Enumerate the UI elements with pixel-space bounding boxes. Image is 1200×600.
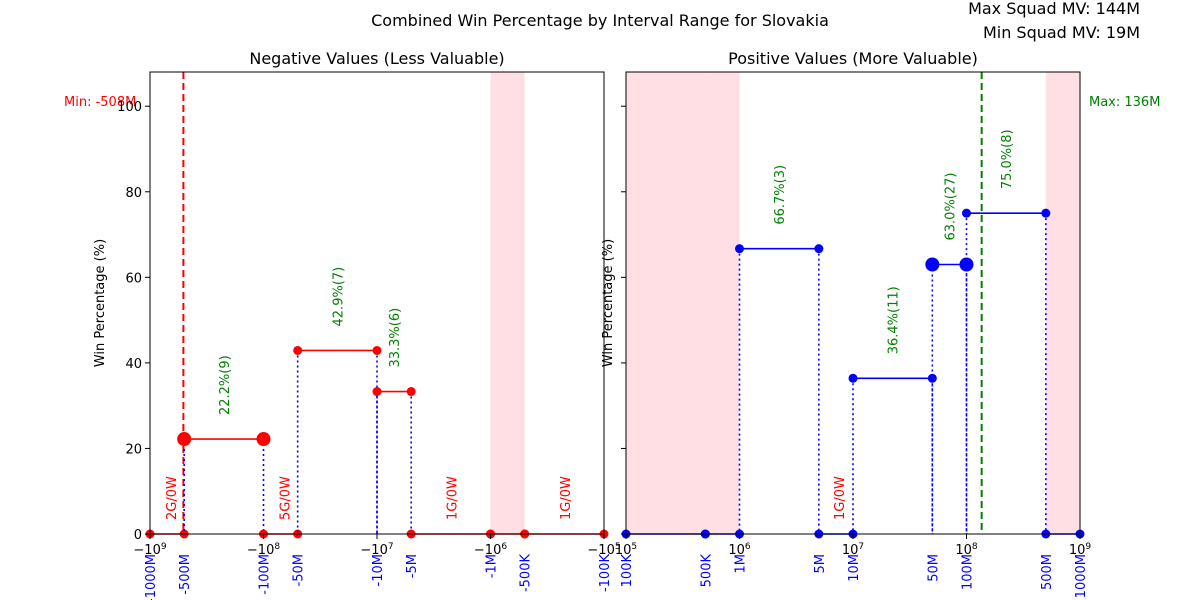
shaded-band-0 — [490, 72, 525, 534]
x-tick-label: −108 — [247, 542, 280, 558]
max-squad-mv: Max Squad MV: 144M — [968, 0, 1140, 18]
interval-label: 500M — [1040, 554, 1055, 590]
shaded-band-1 — [705, 72, 740, 534]
panel-title: Positive Values (More Valuable) — [728, 49, 978, 68]
interval-label: 5M — [813, 554, 828, 574]
y-axis-label: Win Percentage (%) — [93, 239, 108, 367]
data-point — [372, 387, 382, 397]
segment-value-label: 63.0%(27) — [943, 173, 958, 241]
interval-label: -50M — [292, 554, 307, 586]
interval-label: -1000M — [144, 554, 159, 600]
interval-label: 50M — [926, 554, 941, 582]
y-axis-label: Win Percentage (%) — [601, 239, 616, 367]
x-tick-label: −107 — [360, 542, 393, 558]
y-tick-label: 40 — [125, 357, 142, 372]
min-squad-mv: Min Squad MV: 19M — [983, 23, 1140, 42]
interval-label: 10M — [847, 554, 862, 582]
interval-label: 500K — [699, 554, 714, 588]
interval-label: -10M — [371, 554, 386, 586]
data-point — [177, 432, 192, 447]
data-point — [814, 244, 824, 254]
zero-win-label: 1G/0W — [446, 476, 461, 520]
data-point — [735, 244, 744, 254]
zero-win-label: 1G/0W — [559, 476, 574, 520]
positive-values-panel: Max: 136M 66.7%(3) 36.4%(11) 63.0%(27) 75.0%… — [601, 49, 1160, 598]
segment-value-label: 33.3%(6) — [388, 308, 403, 368]
interval-label: -5M — [405, 554, 420, 578]
shaded-band-0 — [626, 72, 706, 534]
data-point — [927, 373, 937, 383]
axes-frame — [149, 71, 605, 535]
figure-title: Combined Win Percentage by Interval Rang… — [371, 11, 829, 30]
segment-value-label: 22.2%(9) — [218, 355, 233, 415]
y-tick-label: 20 — [125, 442, 142, 457]
data-point — [962, 208, 971, 218]
data-point — [1041, 208, 1051, 218]
zero-win-label: 2G/0W — [165, 476, 180, 520]
interval-label: 100M — [961, 554, 976, 590]
data-point — [925, 257, 940, 272]
interval-label: -500M — [178, 554, 193, 595]
x-tick-label: −106 — [474, 542, 507, 558]
x-tick-label: −105 — [587, 542, 620, 558]
y-tick-label: 100 — [117, 100, 142, 115]
data-point — [293, 345, 303, 355]
y-tick-label: 80 — [125, 186, 142, 201]
interval-label: -1M — [485, 554, 500, 578]
segment-value-label: 36.4%(11) — [887, 286, 902, 354]
shaded-band-2 — [1045, 72, 1080, 534]
interval-label: -100M — [258, 554, 273, 595]
y-tick-label: 0 — [134, 528, 142, 543]
data-point — [256, 432, 271, 447]
interval-label: -500K — [519, 554, 534, 593]
interval-label: 100K — [620, 554, 635, 588]
zero-win-label: 5G/0W — [279, 476, 294, 520]
interval-label: 1000M — [1074, 554, 1089, 598]
panel-title: Negative Values (Less Valuable) — [249, 49, 504, 68]
reference-line-label: Min: -508M — [64, 95, 136, 110]
data-point — [406, 387, 416, 397]
segment-value-label: 66.7%(3) — [773, 165, 788, 225]
negative-values-panel: Min: -508M 22.2%(9) 42.9%(7) 33.3%(6) 2G/0W 5… — [64, 49, 621, 600]
interval-label: 1M — [734, 554, 749, 574]
x-tick-label: −109 — [133, 542, 166, 558]
data-point — [372, 345, 382, 355]
segment-value-label: 75.0%(8) — [1000, 129, 1015, 189]
reference-line-label: Max: 136M — [1089, 95, 1160, 110]
interval-label: -100K — [598, 554, 613, 593]
segment-value-label: 42.9%(7) — [331, 267, 346, 327]
data-point — [848, 373, 858, 383]
zero-win-label: 1G/0W — [833, 476, 848, 520]
y-tick-label: 60 — [125, 271, 142, 286]
